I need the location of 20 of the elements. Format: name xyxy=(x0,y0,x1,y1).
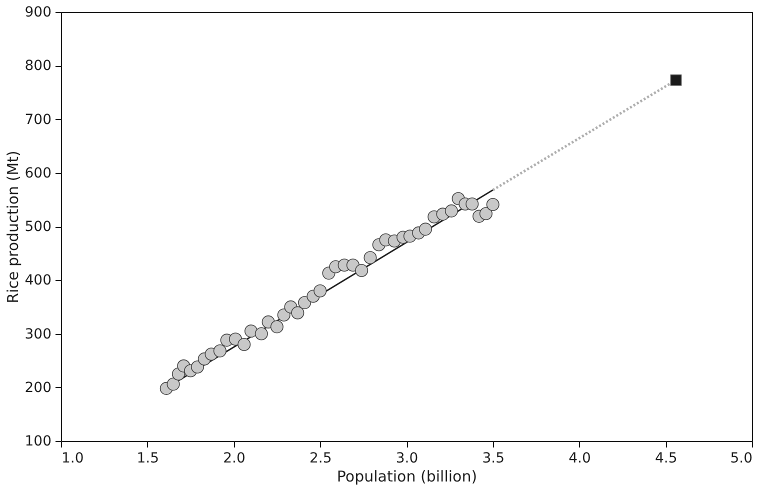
x-tick-label: 3.5 xyxy=(482,450,505,466)
y-tick-label: 300 xyxy=(24,326,52,342)
y-tick-label: 200 xyxy=(24,380,52,396)
y-tick-label: 900 xyxy=(24,4,52,20)
x-tick-label: 2.5 xyxy=(309,450,332,466)
x-tick-label: 2.0 xyxy=(223,450,246,466)
y-axis-title: Rice production (Mt) xyxy=(4,150,22,304)
x-tick-label: 1.0 xyxy=(62,450,84,466)
x-tick-label: 4.0 xyxy=(568,450,591,466)
y-tick-label: 100 xyxy=(24,434,52,450)
x-tick-label: 5.0 xyxy=(730,450,752,466)
y-tick-label: 600 xyxy=(24,165,52,182)
x-tick-label: 1.5 xyxy=(136,450,160,466)
y-tick-label: 400 xyxy=(24,272,52,289)
y-tick-label: 500 xyxy=(24,219,52,235)
x-tick-label: 3.0 xyxy=(396,450,418,466)
x-tick-label: 4.5 xyxy=(654,450,678,466)
y-tick-label: 800 xyxy=(24,58,52,74)
y-tick-label: 700 xyxy=(24,112,52,128)
x-axis-title: Population (billion) xyxy=(336,468,478,486)
